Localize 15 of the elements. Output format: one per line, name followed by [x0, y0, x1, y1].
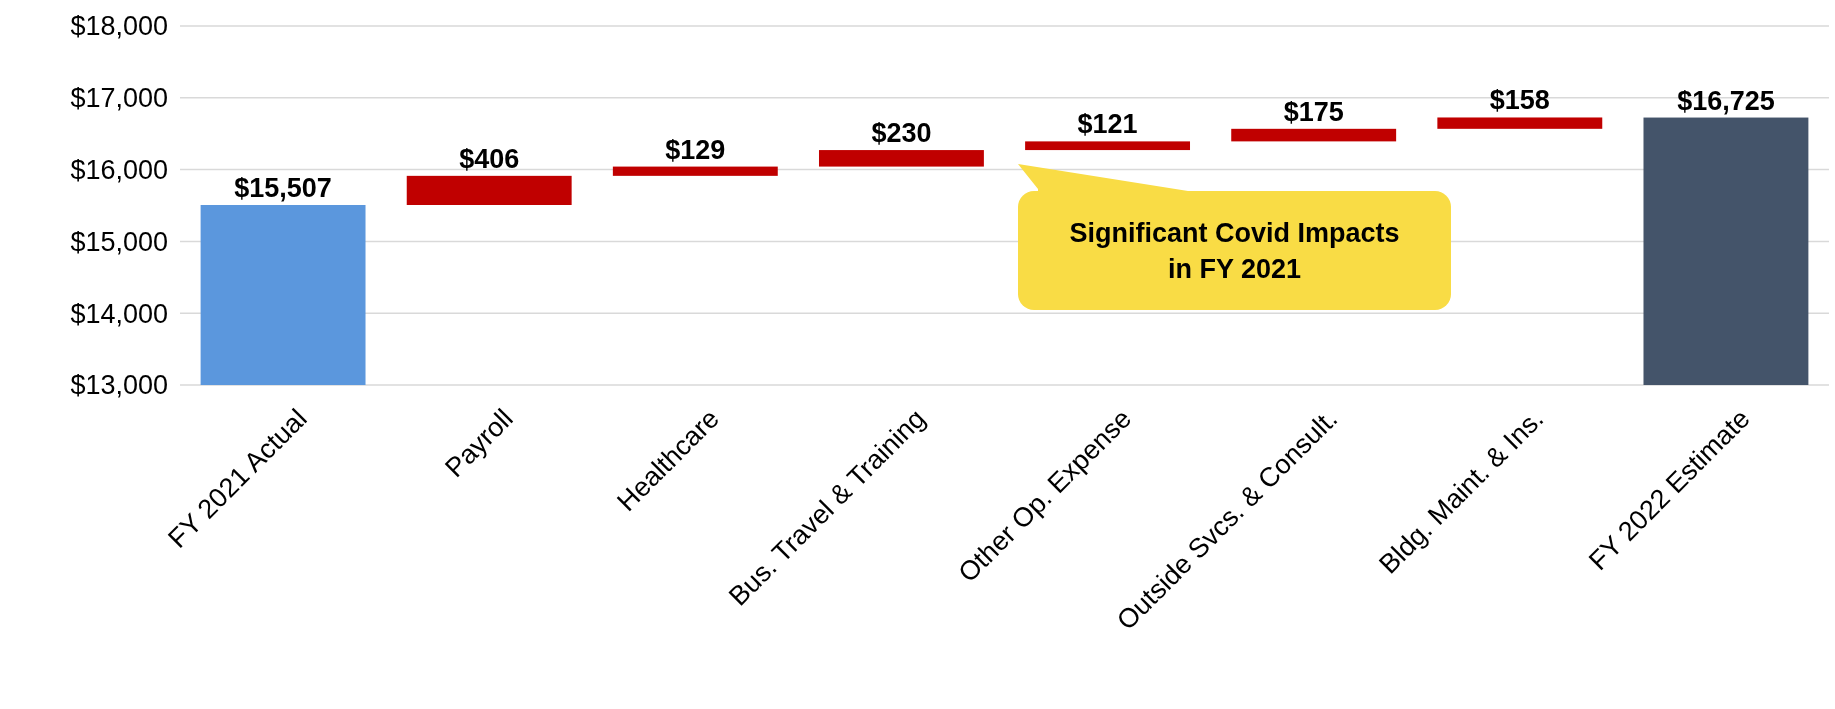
y-tick-label: $16,000 [70, 155, 168, 186]
data-label: $15,507 [234, 173, 332, 203]
data-label: $230 [871, 118, 932, 149]
data-label: $406 [459, 143, 520, 174]
data-label: $16,725 [1677, 85, 1775, 116]
y-tick-label: $15,000 [70, 226, 168, 257]
y-tick-label: $17,000 [70, 83, 168, 114]
y-tick-label: $18,000 [70, 11, 168, 42]
y-tick-label: $14,000 [70, 298, 168, 329]
data-label: $121 [1077, 109, 1138, 140]
data-label: $175 [1283, 96, 1344, 127]
data-label: $158 [1489, 85, 1550, 116]
y-tick-label: $13,000 [70, 370, 168, 401]
data-label: $129 [665, 134, 726, 165]
annotation: Significant Covid Impacts in FY 2021 [1069, 217, 1400, 284]
